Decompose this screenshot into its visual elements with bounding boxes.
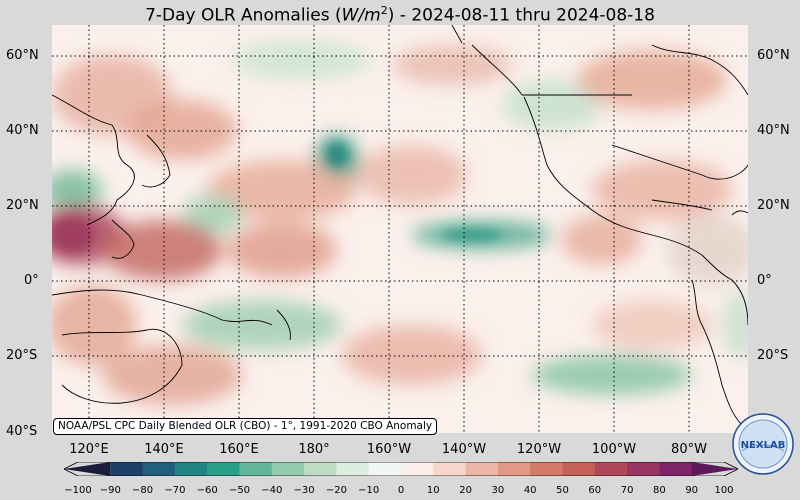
colorbar-tick-label: 50 — [556, 485, 569, 496]
colorbar-segment — [368, 462, 402, 476]
colorbar-segment — [497, 462, 531, 476]
svg-text:NEXLAB: NEXLAB — [741, 440, 786, 451]
coastlines — [52, 25, 748, 426]
lat-label-left: 0° — [24, 273, 39, 288]
colorbar-segment — [465, 462, 499, 476]
lat-label-left: 40°N — [6, 123, 39, 138]
colorbar-segment — [627, 462, 660, 476]
colorbar-segment — [64, 462, 111, 476]
colorbar-segment — [336, 462, 370, 476]
colorbar-tick-label: 90 — [685, 485, 699, 496]
colorbar-segment — [174, 462, 208, 476]
colorbar-tick-label: −30 — [293, 485, 315, 496]
colorbar-tick-label: 60 — [588, 485, 602, 496]
colorbar-segment — [110, 462, 144, 476]
lat-label-left: 20°S — [6, 348, 38, 363]
colorbar-segment — [691, 462, 738, 476]
colorbar-segment — [207, 462, 240, 476]
colorbar-segment — [239, 462, 273, 476]
colorbar-tick-label: −70 — [164, 485, 186, 496]
colorbar-segment — [530, 462, 563, 476]
colorbar-tick-label: −60 — [196, 485, 218, 496]
olr-anomaly-map — [52, 25, 748, 433]
colorbar-tick-label: 10 — [426, 485, 440, 496]
colorbar-tick-label: 40 — [523, 485, 537, 496]
colorbar-segment — [304, 462, 337, 476]
colorbar — [64, 462, 738, 476]
colorbar-tick-label: 30 — [491, 485, 505, 496]
lon-label: 100°W — [591, 442, 637, 457]
colorbar-tick-label: 0 — [397, 485, 405, 496]
colorbar-segment — [659, 462, 693, 476]
colorbar-segment — [271, 462, 305, 476]
map-title: 7-Day OLR Anomalies (W/m2) - 2024-08-11 … — [145, 4, 655, 26]
data-credit: NOAA/PSL CPC Daily Blended OLR (CBO) - 1… — [53, 418, 438, 435]
lon-label: 160°E — [219, 442, 259, 457]
graticule — [52, 25, 748, 433]
lat-label-right: 40°N — [757, 123, 790, 138]
colorbar-segment — [562, 462, 596, 476]
lon-label: 180° — [298, 442, 330, 457]
colorbar-segment — [594, 462, 628, 476]
colorbar-tick-label: −40 — [261, 485, 283, 496]
colorbar-tick-label: −80 — [132, 485, 154, 496]
colorbar-tick-label: 20 — [459, 485, 472, 496]
colorbar-tick-label: −10 — [358, 485, 380, 496]
colorbar-tick-label: 70 — [620, 485, 634, 496]
lat-label-right: 0° — [757, 273, 772, 288]
lon-label: 120°E — [69, 442, 109, 457]
lon-label: 80°W — [671, 442, 707, 457]
lat-label-right: 20°S — [757, 348, 789, 363]
lat-label-left: 60°N — [6, 48, 39, 63]
lon-label: 140°E — [144, 442, 184, 457]
colorbar-tick-label: 100 — [714, 485, 734, 496]
lat-label-right: 20°N — [757, 198, 790, 213]
lat-label-left: 20°N — [6, 198, 39, 213]
colorbar-segment — [433, 462, 467, 476]
lon-label: 120°W — [516, 442, 562, 457]
colorbar-tick-label: −100 — [64, 485, 92, 496]
colorbar-tick-label: −50 — [228, 485, 251, 496]
colorbar-tick-label: −20 — [325, 485, 347, 496]
lat-label-left: 40°S — [6, 424, 38, 439]
colorbar-segment — [142, 462, 176, 476]
nexlab-logo: NEXLAB — [732, 413, 794, 475]
colorbar-segment — [401, 462, 434, 476]
lon-label: 140°W — [441, 442, 487, 457]
lon-label: 160°W — [366, 442, 412, 457]
colorbar-tick-label: 80 — [653, 485, 666, 496]
lat-label-right: 60°N — [757, 48, 790, 63]
colorbar-tick-label: −90 — [99, 485, 121, 496]
